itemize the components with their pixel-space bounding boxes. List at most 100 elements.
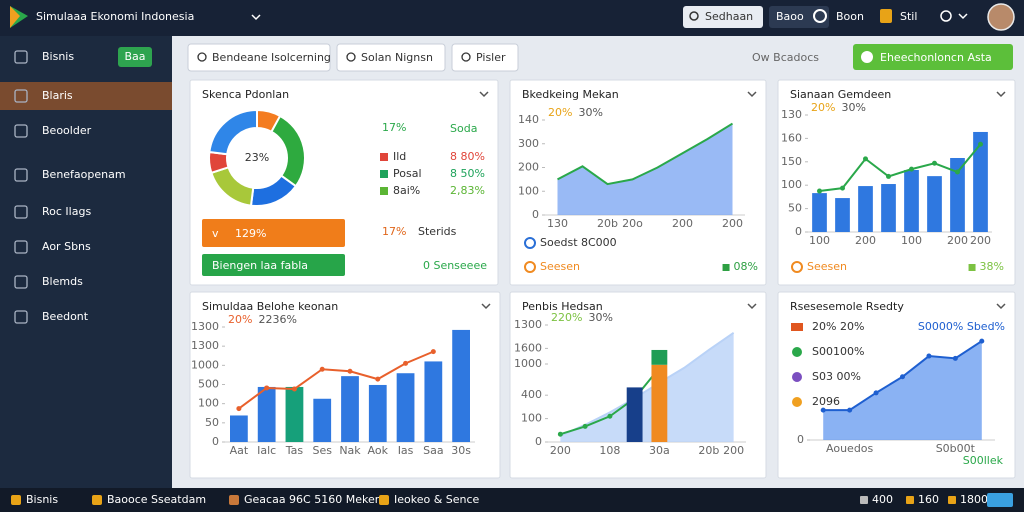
x-tick-label: 30a (649, 444, 670, 457)
bar (973, 131, 988, 232)
chevron-icon[interactable] (479, 91, 489, 98)
bar (927, 176, 942, 232)
x-tick-label: Saa (423, 444, 443, 457)
filter-button[interactable] (451, 43, 519, 72)
toggle[interactable] (769, 6, 829, 28)
x-tick-label: 200 (550, 444, 571, 457)
footer-button[interactable] (987, 493, 1013, 507)
toggle-left: Baoo (776, 10, 804, 23)
sidebar-item[interactable]: Aor Sbns (42, 240, 91, 253)
headline: 17% (382, 121, 406, 134)
bar (313, 398, 332, 442)
footer-item-icon (11, 495, 21, 505)
y-tick-label: 130 (781, 108, 802, 121)
x-tick-label: 100 (809, 234, 830, 247)
x-tick-label: Nak (339, 444, 361, 457)
footer-icon (791, 261, 803, 273)
point (430, 349, 436, 355)
area-line (557, 122, 734, 186)
legend-label: S03 00% (812, 370, 861, 383)
sidebar-item[interactable]: Bisnis (42, 50, 74, 63)
point (873, 390, 879, 396)
bar (651, 364, 668, 442)
y-tick-label: 0 (535, 435, 542, 448)
avatar[interactable] (987, 3, 1015, 31)
chart-legend: 20% (811, 101, 835, 114)
bottom-bar (0, 488, 1024, 512)
bar (368, 384, 387, 442)
headline-note: Soda (450, 122, 477, 135)
footer-label: Seesen (807, 260, 847, 273)
x-tick-label: 20o (622, 217, 643, 230)
chevron-icon[interactable] (747, 91, 757, 98)
footer-item[interactable]: Bisnis (26, 493, 58, 506)
clock-icon[interactable] (940, 10, 952, 22)
action-button[interactable] (853, 44, 1013, 70)
chevron-icon[interactable] (958, 13, 968, 20)
x-tick-label: 200 (947, 234, 968, 247)
legend-label: 20% 20% (812, 320, 864, 333)
point (375, 376, 381, 382)
footer-item[interactable]: Geacaa 96C 5160 Meker (244, 493, 380, 506)
chart-legend: 30% (841, 101, 865, 114)
point (820, 407, 826, 413)
action-icon (861, 51, 873, 63)
sidebar-active (0, 82, 172, 110)
chart-legend: 30% (578, 106, 602, 119)
search-button[interactable] (683, 6, 763, 28)
bar (257, 386, 276, 442)
chevron-icon[interactable] (481, 303, 491, 310)
filter-button[interactable] (336, 43, 446, 72)
chevron-icon[interactable] (996, 91, 1006, 98)
filter-button[interactable] (187, 43, 331, 72)
point (607, 413, 613, 419)
chevron-icon[interactable] (747, 303, 757, 310)
x-tick-label: 30s (451, 444, 471, 457)
sidebar-item[interactable]: Blaris (42, 89, 73, 102)
y-tick-label: 100 (781, 178, 802, 191)
app-logo-part (10, 6, 20, 28)
filter-label: Pisler (476, 51, 506, 64)
x-tick-label: Ses (312, 444, 332, 457)
badge-icon (722, 264, 730, 271)
chart-legend: 30% (588, 311, 612, 324)
line (819, 143, 982, 193)
footer-item[interactable]: Baooce Sseatdam (107, 493, 206, 506)
chevron-icon[interactable] (251, 14, 261, 21)
chevron-icon[interactable] (996, 303, 1006, 310)
legend-swatch (792, 372, 802, 382)
point (955, 169, 960, 175)
panel-title: Bkedkeing Mekan (522, 88, 619, 101)
sidebar-item[interactable]: Benefaopenam (42, 168, 126, 181)
panel-title: Penbis Hedsan (522, 300, 603, 313)
sidebar-item[interactable]: Beoolder (42, 124, 92, 137)
sidebar-item[interactable]: Blemds (42, 275, 83, 288)
badge-label: 38% (980, 260, 1004, 273)
x-tick-label: Ialc (257, 444, 276, 457)
x-tick-label: 200 (855, 234, 876, 247)
user-label: Stil (900, 10, 917, 23)
footer-item-icon (379, 495, 389, 505)
bar (904, 169, 919, 232)
footer-item[interactable]: Ieokeo & Sence (394, 493, 480, 506)
user-icon (880, 9, 892, 23)
chart-legend: 20% (228, 313, 252, 326)
progress-marker: v (212, 227, 219, 240)
bar (881, 184, 896, 232)
sidebar (0, 36, 172, 488)
area (560, 332, 734, 442)
footer-stat-icon (860, 496, 868, 504)
point (403, 360, 409, 366)
bar (452, 329, 470, 442)
donut-center-label: 23% (245, 151, 269, 164)
y-tick-label: 100 (518, 184, 539, 197)
app-title: Simulaaa Ekonomi Indonesia (36, 10, 194, 23)
sidebar-item[interactable]: Roc Ilags (42, 205, 91, 218)
legend-swatch (380, 170, 388, 178)
sidebar-icon (14, 240, 28, 254)
sidebar-item[interactable]: Beedont (42, 310, 89, 323)
legend-label: Ild (393, 150, 406, 163)
x-tick-label: 108 (599, 444, 620, 457)
